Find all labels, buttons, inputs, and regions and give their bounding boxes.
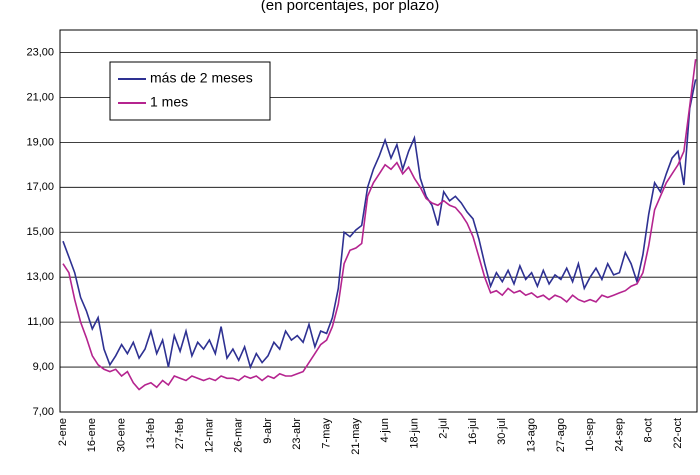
y-tick-label: 17,00 <box>26 181 54 193</box>
x-tick-label: 27-feb <box>174 418 186 449</box>
y-tick-label: 21,00 <box>26 91 54 103</box>
y-tick-label: 9,00 <box>33 361 54 373</box>
x-tick-label: 16-ene <box>86 418 98 452</box>
x-tick-label: 4-jun <box>379 418 391 442</box>
legend-label: 1 mes <box>150 94 188 110</box>
x-tick-label: 21-may <box>350 418 362 455</box>
chart-title: (en porcentajes, por plazo) <box>261 0 439 14</box>
x-tick-label: 13-feb <box>145 418 157 449</box>
x-tick-label: 24-sep <box>613 418 625 452</box>
line-series <box>62 59 697 391</box>
x-tick-label: 2-ene <box>57 418 69 446</box>
x-tick-label: 18-jun <box>408 418 420 449</box>
x-tick-label: 13-ago <box>525 418 537 452</box>
y-tick-label: 23,00 <box>26 46 54 58</box>
x-tick-label: 22-oct <box>672 418 684 449</box>
y-tick-label: 11,00 <box>27 316 54 328</box>
x-tick-label: 23-abr <box>291 418 303 450</box>
y-tick-label: 15,00 <box>26 226 54 238</box>
y-tick-label: 7,00 <box>33 406 54 418</box>
legend-label: más de 2 meses <box>150 70 253 86</box>
x-tick-label: 26-mar <box>233 418 245 453</box>
x-tick-label: 30-jul <box>496 418 508 445</box>
line-series <box>62 79 697 370</box>
legend-box <box>109 61 271 121</box>
x-tick-label: 27-ago <box>555 418 567 452</box>
x-tick-label: 9-abr <box>262 418 274 444</box>
x-tick-label: 12-mar <box>203 418 215 453</box>
x-tick-label: 30-ene <box>115 418 127 452</box>
x-tick-label: 16-jul <box>467 418 479 445</box>
x-tick-label: 8-oct <box>643 418 655 442</box>
x-tick-label: 7-may <box>320 418 332 449</box>
x-tick-label: 2-jul <box>438 418 450 439</box>
x-tick-label: 10-sep <box>584 418 596 452</box>
y-tick-label: 19,00 <box>26 136 54 148</box>
y-tick-label: 13,00 <box>26 271 54 283</box>
